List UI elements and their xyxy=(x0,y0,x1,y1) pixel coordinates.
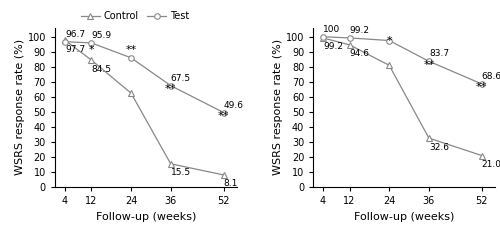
Text: 49.6: 49.6 xyxy=(224,100,244,109)
Text: 95.9: 95.9 xyxy=(92,31,112,40)
Text: **: ** xyxy=(424,60,434,70)
Text: **: ** xyxy=(126,45,136,55)
Text: 100: 100 xyxy=(323,25,340,34)
Text: 94.6: 94.6 xyxy=(350,49,370,58)
Text: 99.2: 99.2 xyxy=(350,26,370,35)
Text: 84.5: 84.5 xyxy=(92,64,112,73)
Text: **: ** xyxy=(165,84,176,94)
Text: 68.6: 68.6 xyxy=(482,72,500,81)
Text: *: * xyxy=(386,36,392,46)
Y-axis label: WSRS response rate (%): WSRS response rate (%) xyxy=(273,39,283,176)
Text: 99.2: 99.2 xyxy=(323,43,343,52)
Text: *: * xyxy=(88,45,94,55)
X-axis label: Follow-up (weeks): Follow-up (weeks) xyxy=(354,212,454,222)
Text: 97.7: 97.7 xyxy=(65,45,85,54)
Text: 8.1: 8.1 xyxy=(224,179,238,188)
Text: **: ** xyxy=(218,111,229,121)
Text: 96.7: 96.7 xyxy=(65,30,85,39)
Text: 32.6: 32.6 xyxy=(429,143,449,152)
Text: 21.0: 21.0 xyxy=(482,160,500,169)
Legend: Control, Test: Control, Test xyxy=(76,7,194,25)
Text: 67.5: 67.5 xyxy=(170,74,191,83)
Text: 83.7: 83.7 xyxy=(429,49,449,58)
X-axis label: Follow-up (weeks): Follow-up (weeks) xyxy=(96,212,196,222)
Y-axis label: WSRS response rate (%): WSRS response rate (%) xyxy=(15,39,25,176)
Text: **: ** xyxy=(476,82,488,92)
Text: 15.5: 15.5 xyxy=(170,168,191,177)
